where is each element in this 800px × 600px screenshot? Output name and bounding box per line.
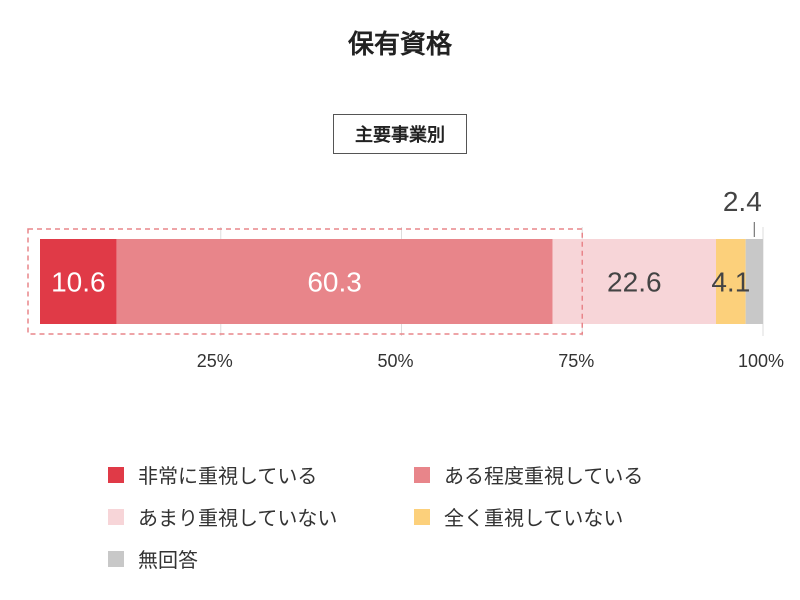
- legend-label: 無回答: [138, 548, 198, 572]
- tick-label: 25%: [197, 351, 233, 371]
- legend-label: 全く重視していない: [444, 506, 624, 530]
- data-label: 2.4: [723, 186, 762, 217]
- data-label: 60.3: [307, 267, 362, 298]
- legend-item-not-very-important: あまり重視していない: [108, 502, 337, 531]
- bar-segment: [552, 239, 717, 324]
- legend-label: あまり重視していない: [138, 506, 338, 530]
- tick-label: 75%: [558, 351, 594, 371]
- legend-swatch: [414, 508, 430, 525]
- highlight-box: [27, 228, 583, 335]
- legend-swatch: [108, 550, 124, 567]
- legend-item-not-important-at-all: 全く重視していない: [414, 502, 623, 531]
- bar-segment: [745, 239, 763, 324]
- bar-segment: [40, 239, 117, 324]
- legend-item-somewhat-important: ある程度重視している: [414, 460, 643, 489]
- legend-swatch: [108, 508, 124, 525]
- legend-swatch: [414, 466, 430, 483]
- category-label: 主要事業別: [355, 125, 445, 146]
- legend-label: 非常に重視している: [138, 464, 318, 488]
- tick-label: 50%: [377, 351, 413, 371]
- data-label: 10.6: [51, 267, 106, 298]
- tick-label: 100%: [738, 351, 784, 371]
- bar-segment: [116, 239, 553, 324]
- bar-segment: [716, 239, 746, 324]
- legend-item-no-answer: 無回答: [108, 544, 198, 573]
- legend-label: ある程度重視している: [444, 464, 644, 488]
- data-label: 4.1: [711, 267, 750, 298]
- legend-swatch: [108, 466, 124, 483]
- chart-title: 保有資格: [347, 30, 452, 60]
- data-label: 22.6: [607, 267, 662, 298]
- category-label-box: 主要事業別: [333, 114, 467, 154]
- legend-item-very-important: 非常に重視している: [108, 460, 317, 489]
